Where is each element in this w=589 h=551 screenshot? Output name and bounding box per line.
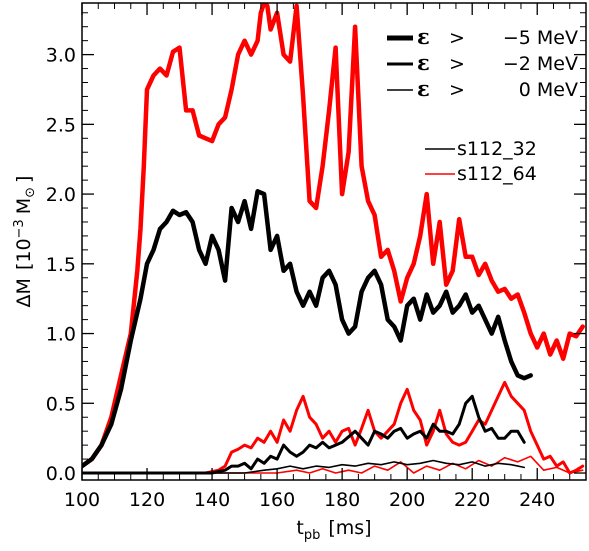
- y-tick-label: 1.5: [46, 254, 76, 276]
- x-tick-label: 140: [194, 489, 230, 511]
- series-line-s112_64-thin: [82, 455, 584, 474]
- y-axis-label-main: ΔM: [13, 278, 35, 307]
- x-axis-label-sub: pb: [304, 528, 321, 543]
- series-line-s112_32-thin: [82, 459, 525, 474]
- energy-legend-value: −2 MeV: [503, 53, 578, 75]
- energy-legend-op: >: [449, 79, 465, 101]
- energy-legend-symbol: ε: [417, 24, 430, 49]
- y-axis-label-close: ]: [13, 176, 35, 183]
- energy-legend-symbol: ε: [417, 76, 430, 101]
- energy-legend-entry: ε >0 MeV: [387, 76, 578, 101]
- energy-legend-entry: ε > −2 MeV: [387, 50, 578, 75]
- series-layer: [82, 3, 585, 475]
- x-tick-label: 220: [454, 489, 490, 511]
- x-axis-label-main: t: [296, 517, 303, 539]
- y-axis-label-exp: −3: [12, 219, 27, 238]
- x-tick-label: 160: [259, 489, 295, 511]
- y-axis-label-mass: M: [13, 198, 35, 214]
- model-legend-entry: s112_64: [425, 163, 537, 185]
- series-line-s112_32-medium: [82, 394, 526, 475]
- model-legend-label: s112_64: [457, 163, 537, 185]
- y-axis-label-sun: ⊙: [23, 187, 38, 198]
- y-tick-label: 3.0: [46, 45, 76, 67]
- x-tick-label: 240: [519, 489, 555, 511]
- x-tick-label: 120: [129, 489, 165, 511]
- plot-frame: [81, 2, 587, 481]
- y-tick-label: 1.0: [46, 324, 76, 346]
- ticks-layer: 100 120 140 160 180 200 220 240 0.0 0.5 1.0 1.5 2.0 2…: [46, 3, 586, 511]
- series-line-s112_64-thick: [82, 3, 585, 469]
- energy-legend-value: 0 MeV: [519, 79, 578, 101]
- legend: ε > −5 MeV ε > −2 MeV ε >0 MeV s112_32 s112_64: [387, 24, 578, 185]
- model-legend-entry: s112_32: [425, 138, 537, 160]
- series-line-s112_64-medium: [82, 380, 585, 475]
- x-tick-label: 100: [64, 489, 100, 511]
- y-tick-label: 2.0: [46, 184, 76, 206]
- model-legend-label: s112_32: [457, 138, 537, 160]
- y-axis-label: ΔM [10−3 M⊙]: [12, 176, 38, 308]
- y-tick-label: 2.5: [46, 114, 76, 136]
- energy-legend-value: −5 MeV: [503, 27, 578, 49]
- x-axis-label: tpb [ms]: [296, 517, 371, 543]
- energy-legend-symbol: ε: [417, 50, 430, 75]
- energy-legend-op: >: [449, 27, 465, 49]
- y-tick-label: 0.5: [46, 393, 76, 415]
- x-axis-label-unit: [ms]: [328, 517, 371, 539]
- energy-legend-op: >: [449, 53, 465, 75]
- x-tick-label: 200: [389, 489, 425, 511]
- energy-legend-entry: ε > −5 MeV: [387, 24, 578, 49]
- series-line-s112_32-thick: [82, 189, 533, 469]
- x-tick-label: 180: [324, 489, 360, 511]
- y-tick-label: 0.0: [46, 463, 76, 485]
- y-axis-label-open: [10: [13, 238, 35, 270]
